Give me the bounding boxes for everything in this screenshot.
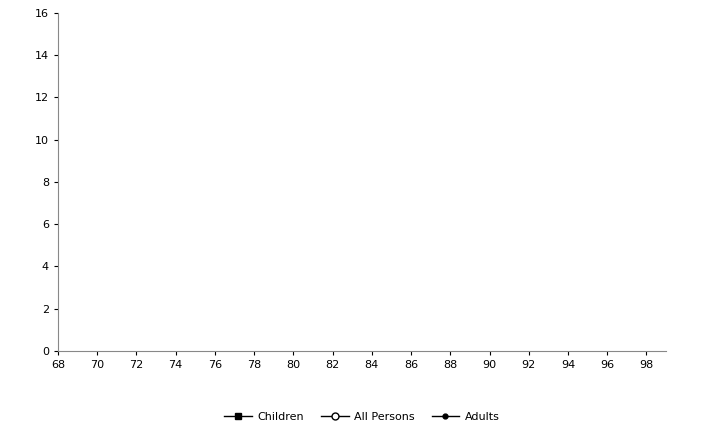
Legend: Children, All Persons, Adults: Children, All Persons, Adults <box>220 407 504 426</box>
